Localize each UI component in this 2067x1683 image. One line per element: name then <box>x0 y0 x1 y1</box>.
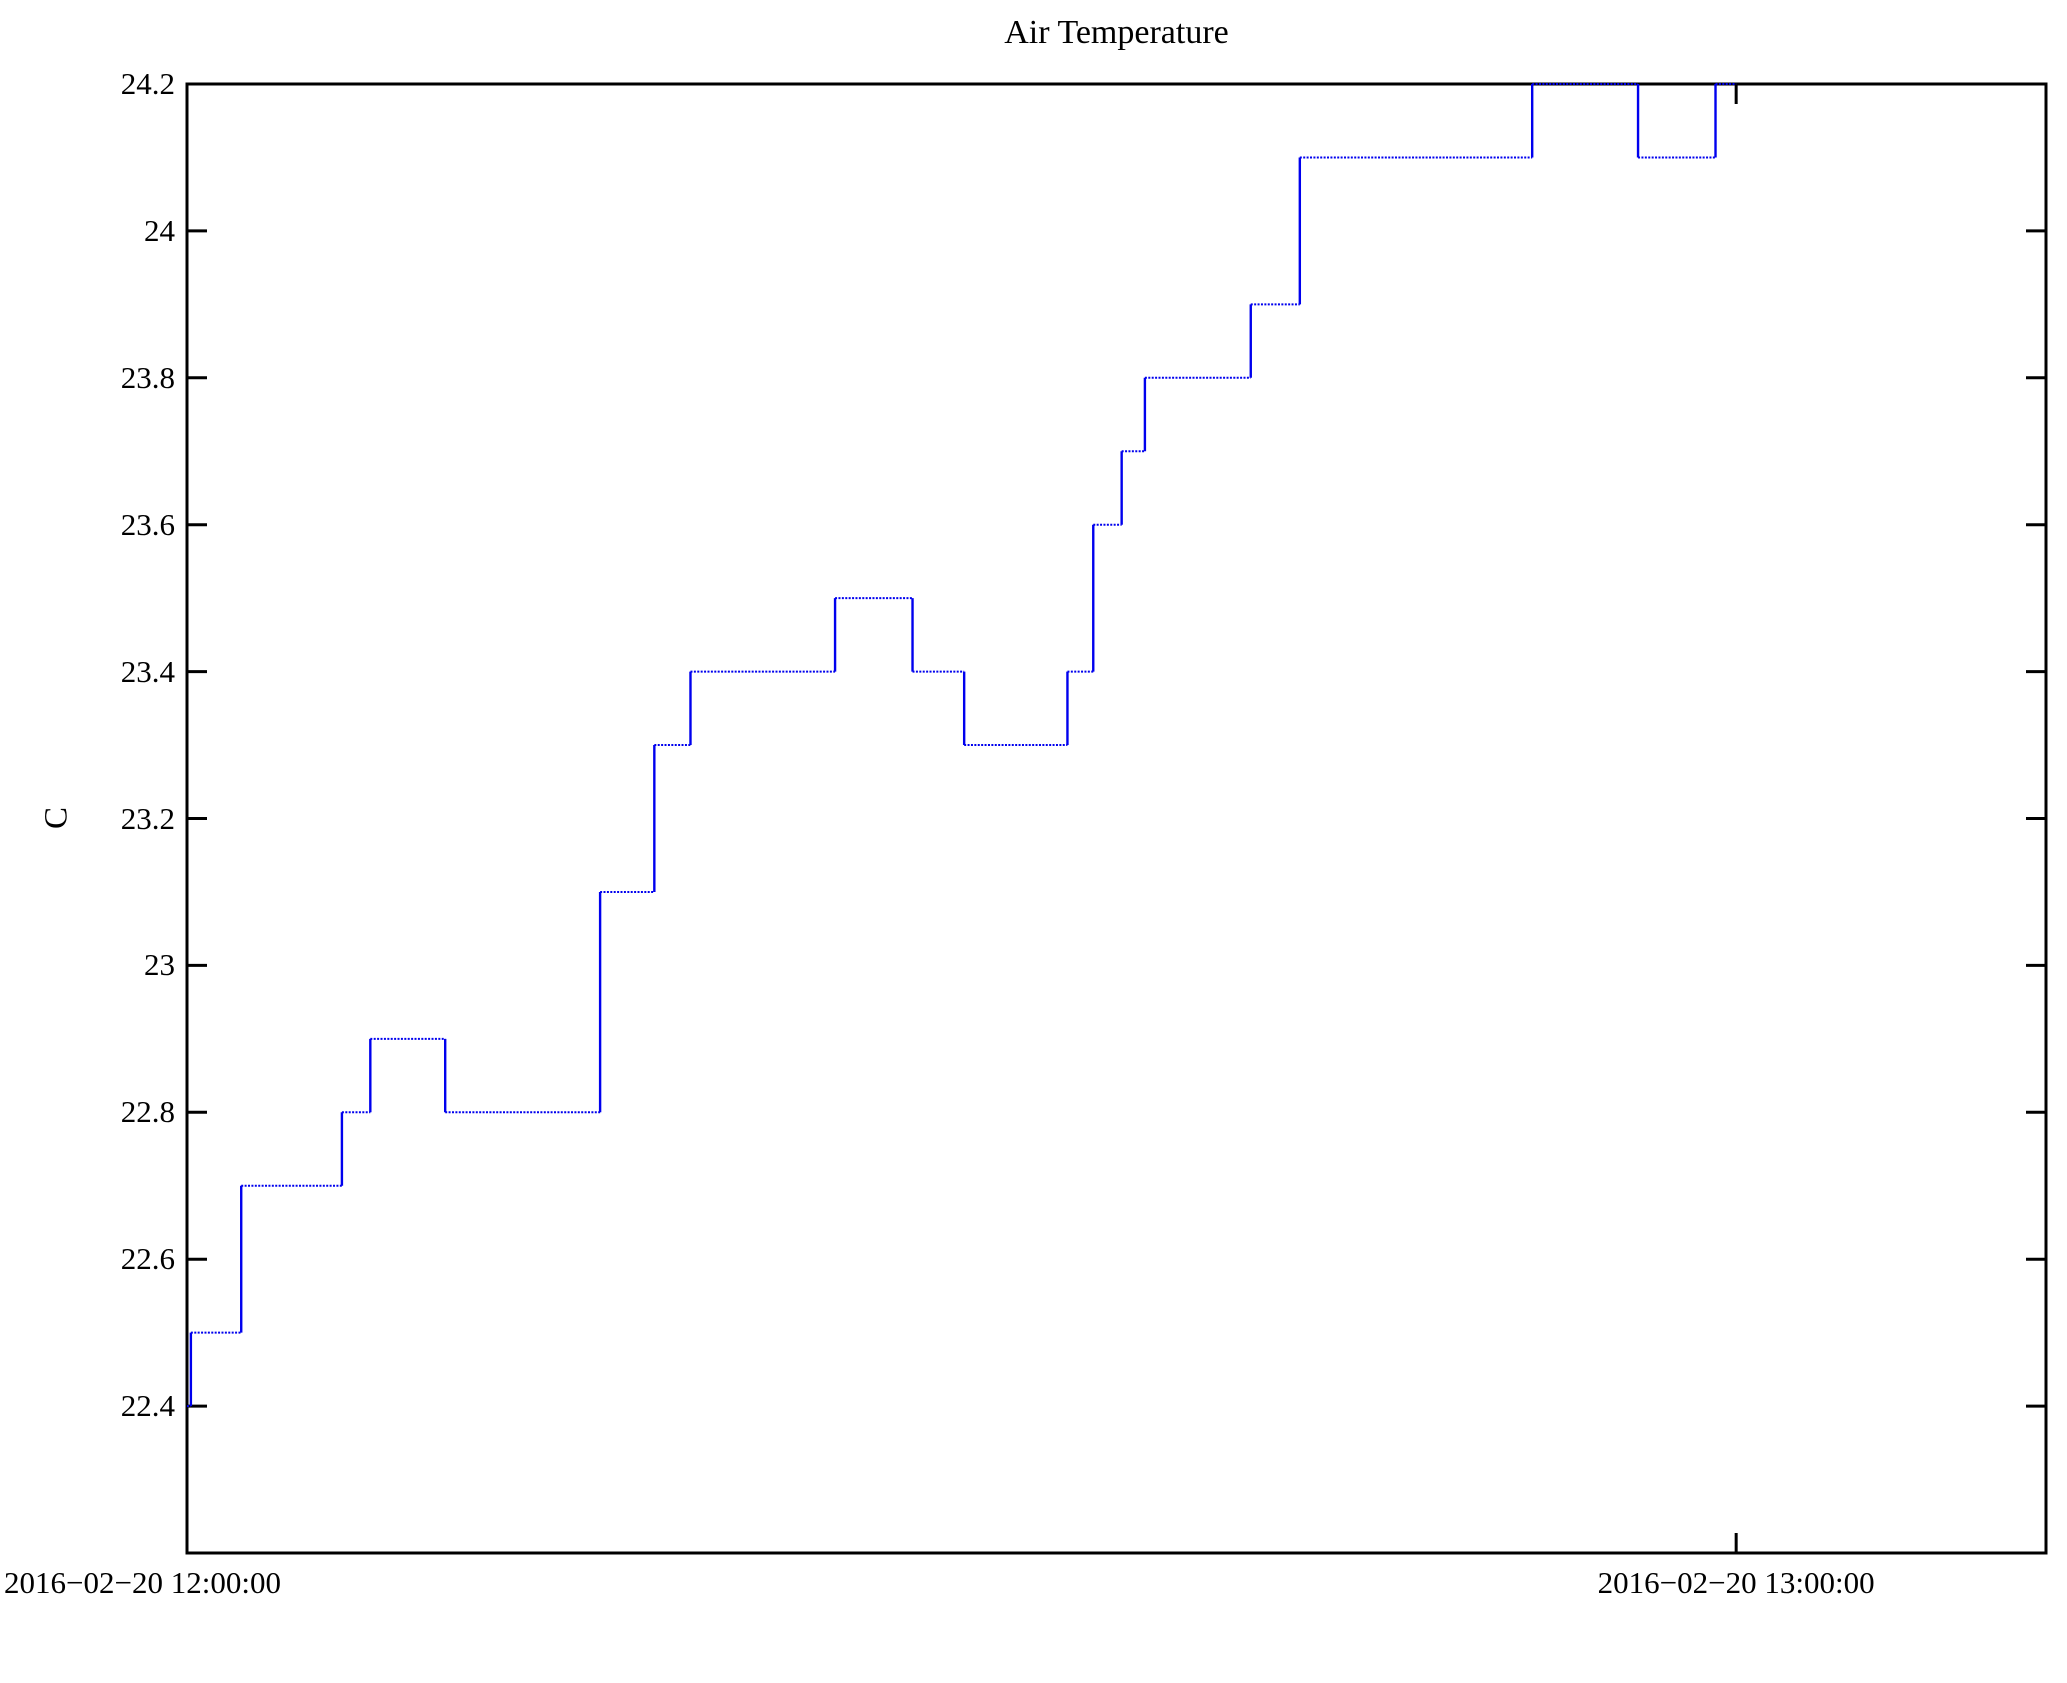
y-tick-label: 22.8 <box>120 1094 175 1130</box>
x-tick-label: 2016−02−20 12:00:00 <box>4 1565 281 1600</box>
y-tick-label: 22.4 <box>120 1388 175 1424</box>
y-tick-label: 23.6 <box>120 506 175 542</box>
y-tick-label: 23.8 <box>120 359 175 395</box>
y-tick-label: 23 <box>144 947 175 983</box>
y-tick-label: 24.2 <box>120 66 175 101</box>
y-tick-label: 23.2 <box>120 800 175 836</box>
axes-box <box>185 82 2048 1555</box>
y-tick-label: 22.6 <box>120 1241 175 1277</box>
y-tick-label: 24 <box>144 212 175 248</box>
y-tick-label: 23.4 <box>120 653 175 689</box>
chart-title: Air Temperature <box>1004 14 1229 51</box>
x-tick-label: 2016−02−20 13:00:00 <box>1597 1565 1875 1600</box>
